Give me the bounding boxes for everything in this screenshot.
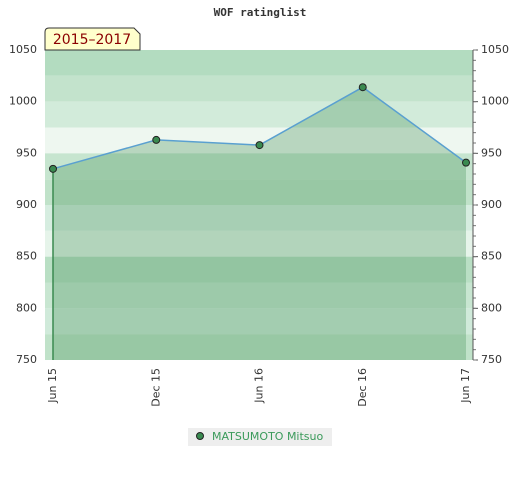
y-tick-label: 1000 bbox=[9, 95, 37, 108]
stripe bbox=[45, 256, 473, 283]
y-tick-label: 850 bbox=[16, 250, 37, 263]
point bbox=[255, 141, 264, 150]
point bbox=[358, 83, 367, 92]
stripe bbox=[45, 230, 473, 257]
y-tick-label: 900 bbox=[16, 198, 37, 211]
legend-label: MATSUMOTO Mitsuo bbox=[212, 430, 324, 443]
stripe bbox=[45, 334, 473, 360]
legend-box bbox=[188, 428, 332, 446]
chart-title: WOF ratinglist bbox=[214, 6, 307, 19]
stripe bbox=[45, 179, 473, 205]
stripe bbox=[45, 50, 473, 76]
x-tick-label: Dec 16 bbox=[356, 368, 369, 407]
y2-tick-label: 850 bbox=[481, 250, 502, 263]
point bbox=[49, 164, 57, 173]
stripe bbox=[45, 101, 473, 128]
y2-tick-label: 750 bbox=[481, 353, 502, 366]
x-tick-label: Jun 17 bbox=[459, 368, 472, 404]
stripe bbox=[45, 282, 473, 309]
y2-tick-label: 900 bbox=[481, 198, 502, 211]
plot-area bbox=[45, 50, 473, 360]
x-tick-label: Jun 15 bbox=[46, 368, 59, 404]
x-tick-label: Dec 15 bbox=[149, 368, 162, 407]
y-tick-label: 950 bbox=[16, 146, 37, 159]
y2-tick-label: 1050 bbox=[481, 43, 509, 56]
stripe bbox=[45, 205, 473, 231]
legend-marker bbox=[196, 432, 204, 440]
point bbox=[152, 135, 161, 144]
stripe bbox=[45, 75, 473, 102]
y2-tick-label: 950 bbox=[481, 146, 502, 159]
stripe bbox=[45, 308, 473, 335]
stripe bbox=[45, 153, 473, 180]
y-tick-label: 800 bbox=[16, 301, 37, 314]
point bbox=[462, 158, 470, 167]
y2-tick-label: 1000 bbox=[481, 95, 509, 108]
x-tick-label: Jun 16 bbox=[253, 368, 266, 404]
area bbox=[53, 87, 466, 360]
y-tick-label: 1050 bbox=[9, 43, 37, 56]
annotation-box bbox=[44, 27, 141, 51]
y-tick-label: 750 bbox=[16, 353, 37, 366]
annotation: 2015–2017 bbox=[53, 32, 131, 48]
y2-tick-label: 800 bbox=[481, 301, 502, 314]
